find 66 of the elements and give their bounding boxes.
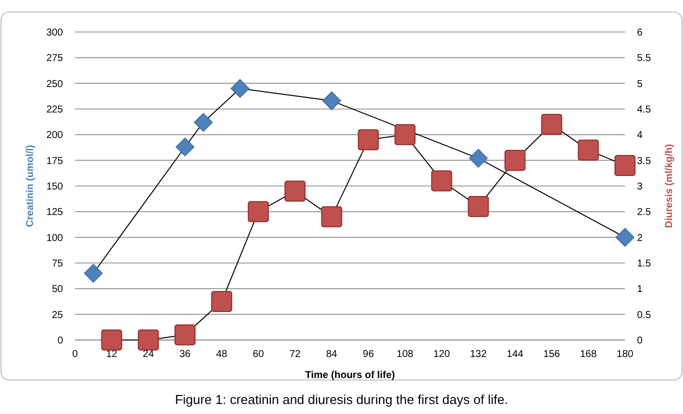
y-tick-label: 100 [46,232,64,244]
y2-axis-title: Diuresis (ml/kg/h) [664,144,675,228]
x-tick-label: 0 [72,349,78,360]
y2-tick-label: 6 [637,28,643,38]
point [616,228,634,247]
y2-tick-label: 3 [637,182,643,192]
point [431,170,452,192]
y2-tick-label: 2 [637,232,643,244]
point [138,330,159,350]
point [211,291,232,312]
y2-tick-label: 2.5 [637,207,652,218]
y-tick-label: 125 [46,207,64,218]
point [578,140,599,161]
y-tick-label: 275 [46,53,64,64]
y2-tick-label: 4 [637,130,643,142]
y2-tick-label: 1.5 [637,258,652,270]
caption: Figure 1: creatinin and diuresis during the first days of life. [174,392,508,407]
x-tick-label: 120 [433,349,450,360]
y-tick-label: 75 [52,258,64,270]
point [614,154,636,176]
point [194,112,213,132]
y2-tick-label: 5 [637,78,643,90]
x-tick-label: 180 [616,349,634,360]
y2-tick-label: 3.5 [637,156,652,167]
point [248,201,269,222]
point [468,196,489,218]
y-tick-label: 250 [46,78,64,90]
y2-tick-label: 0.5 [637,310,652,321]
point [321,206,342,228]
y-tick-label: 50 [52,284,64,296]
x-tick-label: 48 [216,349,228,360]
point [284,180,306,202]
y-axis-title: Creatinin (umol/l) [25,144,36,228]
y2-tick-label: 4.5 [637,104,652,116]
point [394,124,416,146]
point [541,114,562,135]
point [84,264,103,283]
x-tick-label: 60 [252,349,264,360]
x-tick-label: 96 [362,349,374,360]
y-tick-label: 300 [46,28,64,38]
y-tick-label: 25 [52,310,64,321]
x-tick-label: 108 [396,349,414,360]
point [101,330,122,350]
point [176,138,194,156]
point [504,150,526,171]
x-axis-title: Time (hours of life) [305,370,395,381]
x-tick-label: 156 [543,349,560,360]
y-tick-label: 0 [57,336,64,346]
y2-tick-label: 1 [637,284,643,296]
x-tick-label: 36 [179,349,191,360]
y2-tick-label: 0 [637,336,643,346]
point [358,129,379,150]
x-tick-label: 168 [580,349,598,360]
x-tick-label: 72 [289,349,301,360]
point [468,148,488,168]
y-tick-label: 225 [46,104,64,116]
point [174,324,196,346]
point [322,91,342,110]
x-tick-label: 144 [506,349,524,360]
y-tick-label: 150 [46,182,64,192]
x-tick-label: 132 [470,349,488,360]
y-tick-label: 200 [46,130,64,142]
y-tick-label: 175 [46,156,64,167]
x-tick-label: 84 [326,349,338,360]
y2-tick-label: 5.5 [637,53,652,64]
point [230,79,250,98]
